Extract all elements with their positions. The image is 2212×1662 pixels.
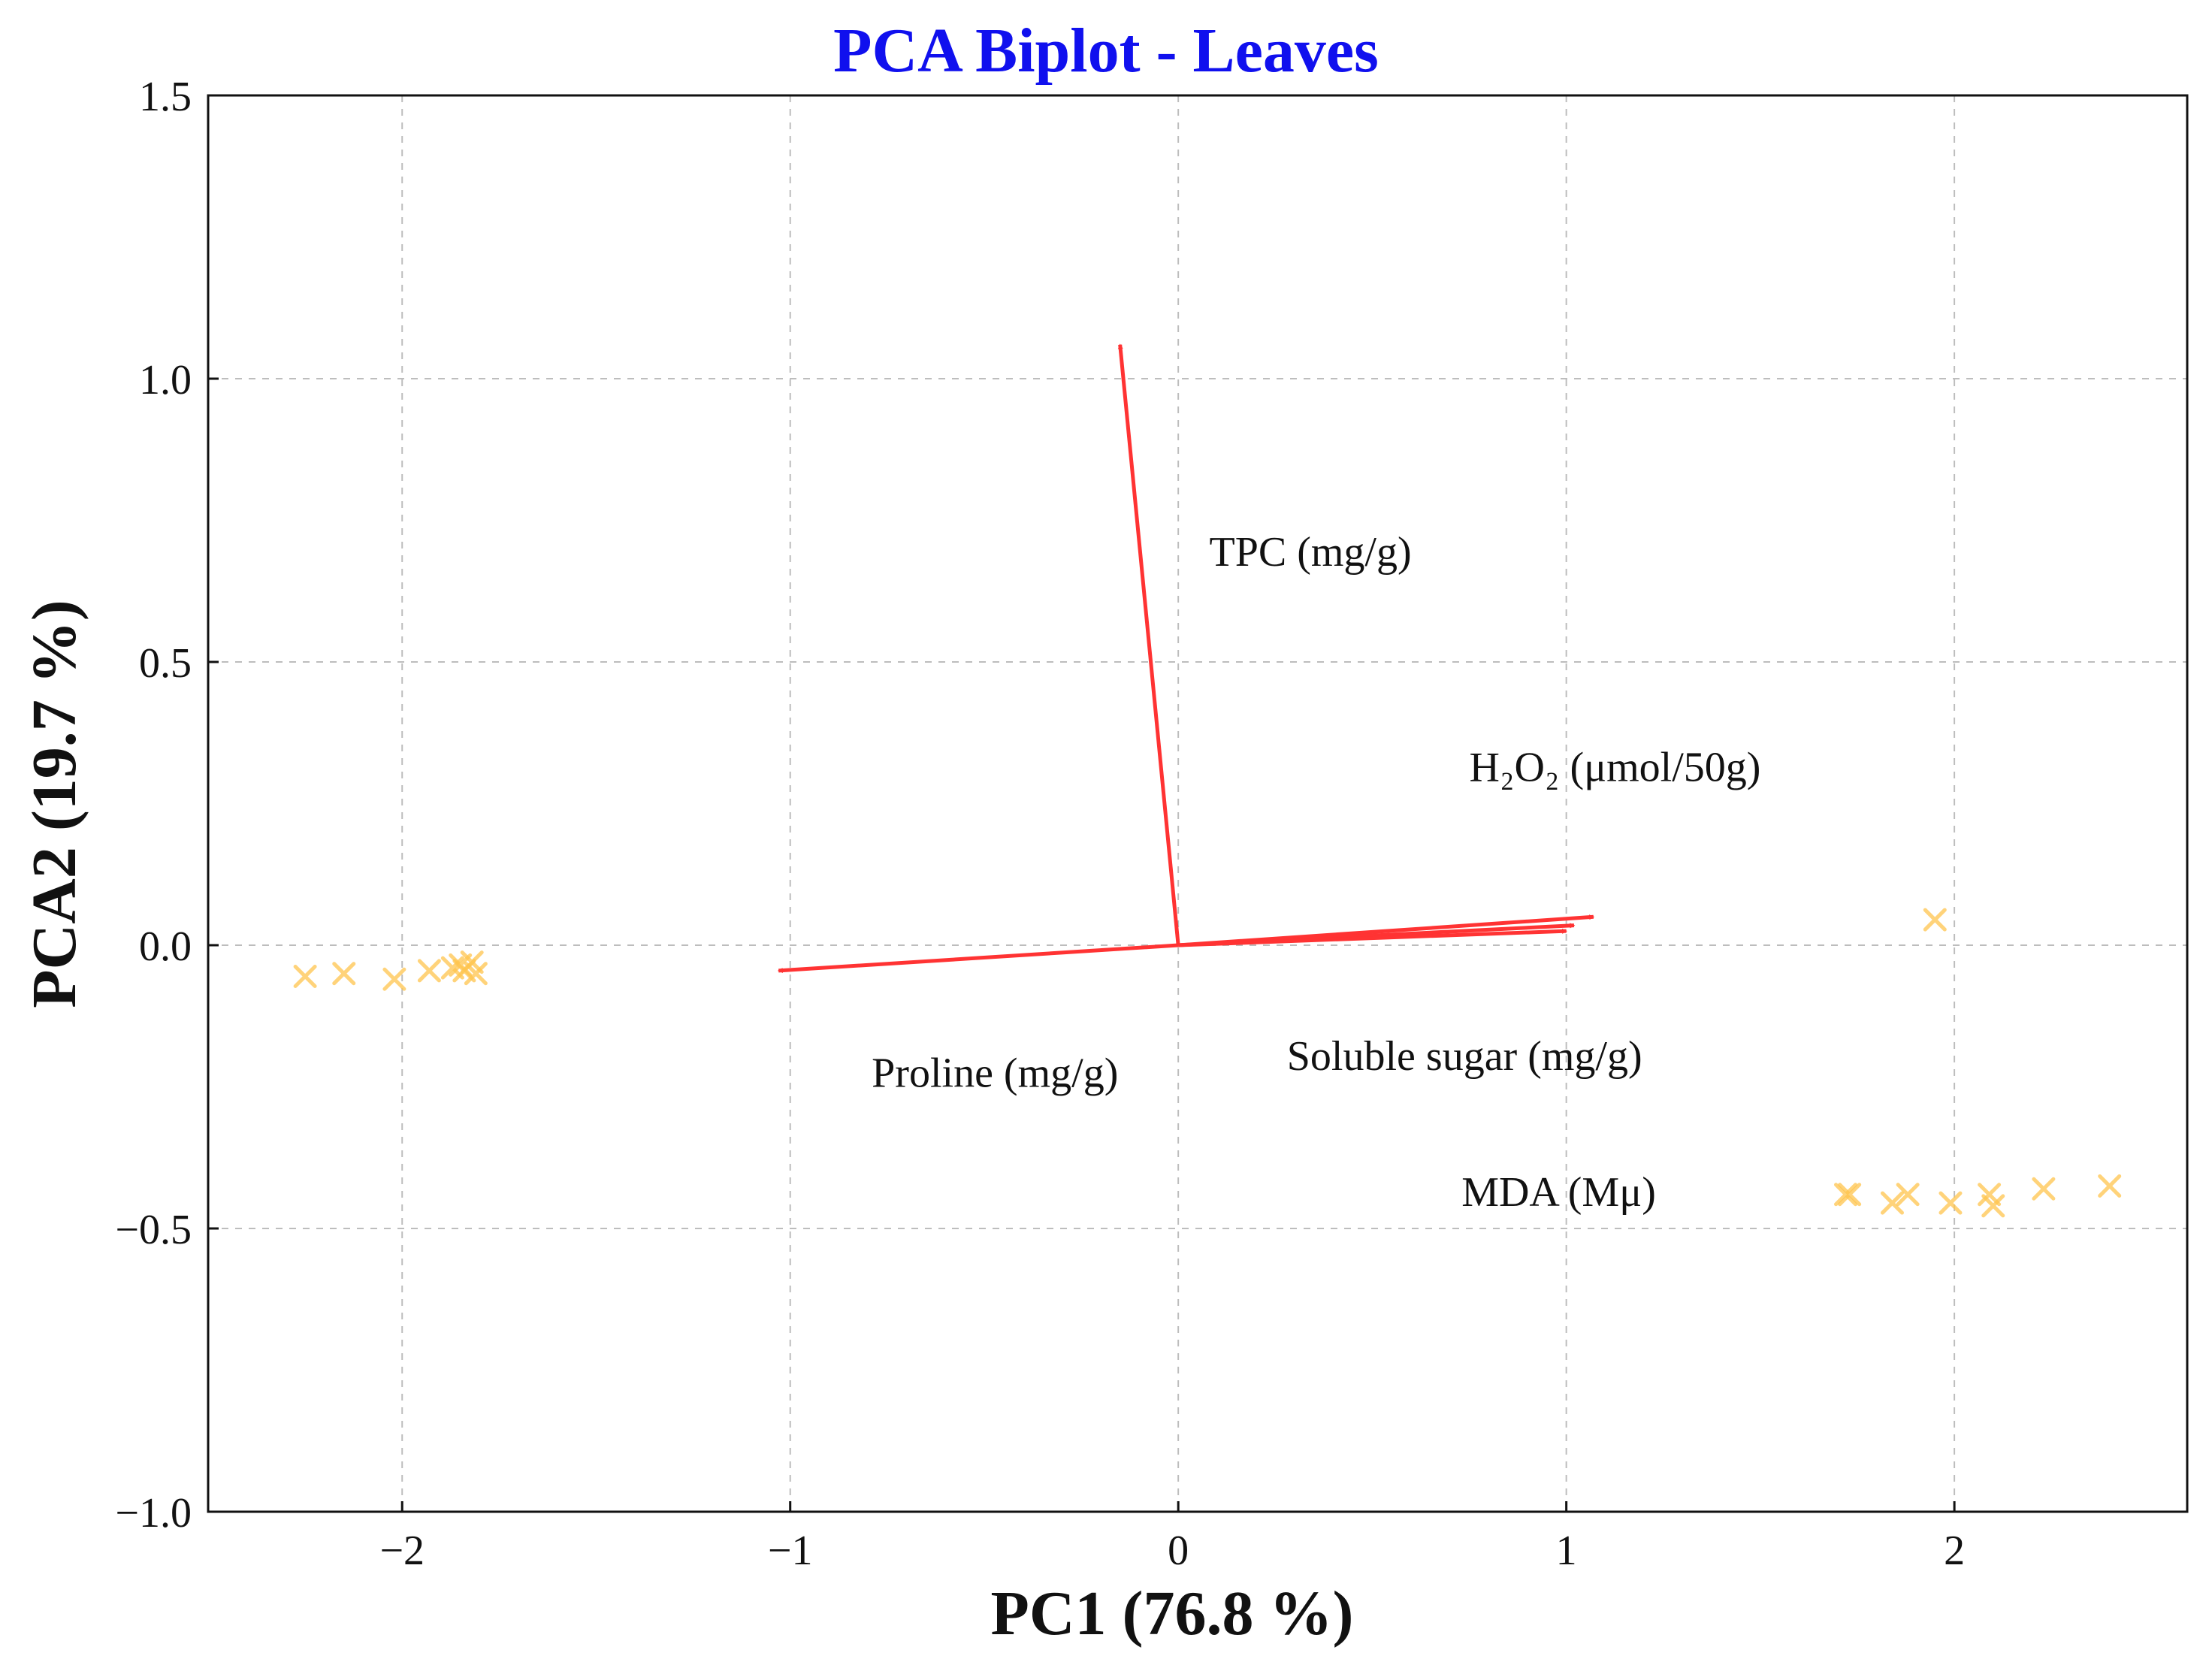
score-points bbox=[293, 908, 2122, 1218]
loading-vector-arrow bbox=[1178, 928, 1568, 947]
score-point-marker bbox=[332, 962, 356, 986]
score-point-marker bbox=[417, 959, 441, 983]
x-tick-labels: −2 −1 0 1 2 bbox=[379, 1501, 1965, 1574]
y-tick-label: 0.5 bbox=[139, 640, 192, 687]
vector-label: Soluble sugar (mg/g) bbox=[1287, 1033, 1642, 1080]
plot-frame bbox=[207, 94, 2189, 1513]
loading-vector-arrow bbox=[777, 943, 1179, 974]
score-point-marker bbox=[1838, 1183, 1862, 1207]
y-tick-label: 1.0 bbox=[139, 357, 192, 403]
score-point-marker bbox=[1981, 1194, 2005, 1218]
score-point-marker bbox=[1939, 1191, 1963, 1215]
vector-label: H₂O₂ (μmol/50g) bbox=[1470, 744, 1761, 790]
y-axis-title: PCA2 (19.7 %) bbox=[20, 600, 89, 1008]
score-point-marker bbox=[1834, 1183, 1858, 1207]
vector-label: Proline (mg/g) bbox=[872, 1050, 1118, 1097]
score-point-marker bbox=[2032, 1177, 2056, 1201]
grid-lines bbox=[208, 95, 2187, 1512]
x-tick-label: 0 bbox=[1168, 1528, 1189, 1574]
score-point-marker bbox=[293, 964, 317, 988]
y-tick-label: 0.0 bbox=[139, 923, 192, 970]
score-point-marker bbox=[2098, 1174, 2122, 1198]
score-point-marker bbox=[1923, 908, 1947, 932]
y-tick-labels: −1.0 −0.5 0.0 0.5 1.0 1.5 bbox=[115, 74, 219, 1537]
loading-vector-arrow bbox=[1117, 343, 1180, 946]
y-tick-label: 1.5 bbox=[139, 74, 192, 120]
x-tick-label: 1 bbox=[1556, 1528, 1577, 1574]
chart-title: PCA Biplot - Leaves bbox=[833, 16, 1379, 86]
score-point-marker bbox=[382, 967, 406, 991]
score-point-marker bbox=[464, 962, 488, 986]
loading-vectors bbox=[777, 343, 1595, 974]
x-tick-label: 2 bbox=[1944, 1528, 1965, 1574]
vector-label: TPC (mg/g) bbox=[1209, 529, 1411, 576]
x-axis-title: PC1 (76.8 %) bbox=[991, 1579, 1354, 1648]
y-tick-label: −1.0 bbox=[115, 1490, 192, 1537]
x-tick-label: −2 bbox=[379, 1528, 425, 1574]
score-point-marker bbox=[1880, 1191, 1904, 1215]
y-tick-label: −0.5 bbox=[115, 1207, 192, 1253]
score-point-marker bbox=[1896, 1183, 1920, 1207]
vector-labels: TPC (mg/g) H₂O₂ (μmol/50g) Soluble sugar (… bbox=[872, 529, 1760, 1216]
x-tick-label: −1 bbox=[768, 1528, 813, 1574]
vector-label: MDA (Mμ) bbox=[1461, 1169, 1656, 1216]
